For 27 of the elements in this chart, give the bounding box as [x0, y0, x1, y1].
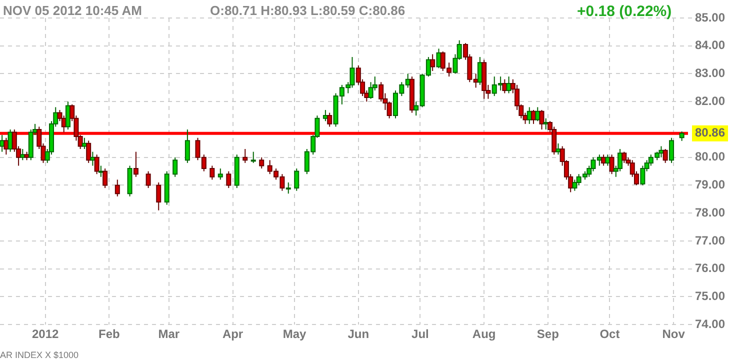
chart-title: NOV 05 2012 10:45 AM	[3, 3, 142, 18]
y-tick-label: 75.00	[695, 289, 726, 304]
y-tick-label: 80.00	[695, 150, 726, 164]
x-tick-label: Jul	[412, 327, 429, 342]
x-tick-label: Mar	[158, 327, 180, 342]
y-tick-label: 76.00	[695, 261, 726, 276]
y-tick-label: 74.00	[695, 316, 726, 331]
y-tick-label: 85.00	[695, 10, 726, 24]
annotation: O:80.71 H:80.93 L:80.59 C:80.86	[210, 3, 406, 18]
x-tick-label: May	[282, 327, 307, 342]
y-tick-label: 84.00	[695, 38, 726, 52]
y-tick-label: 82.00	[695, 94, 726, 108]
x-tick-label: Nov	[662, 327, 686, 342]
y-tick-label: 83.00	[695, 66, 726, 80]
ref-line-label: 80.86	[695, 126, 726, 140]
text: AR INDEX X $1000	[0, 350, 79, 360]
x-tick-label: Aug	[472, 327, 496, 342]
x-tick-label: 2012	[32, 327, 59, 342]
y-tick-label: 77.00	[695, 233, 726, 248]
y-tick-label: 78.00	[695, 205, 726, 220]
x-tick-label: Apr	[222, 327, 244, 342]
x-tick-label: Sep	[536, 327, 559, 342]
x-tick-label: Feb	[98, 327, 120, 342]
annotation: +0.18 (0.22%)	[577, 3, 672, 20]
x-tick-label: Jun	[348, 327, 370, 342]
y-tick-label: 79.00	[695, 178, 726, 192]
x-tick-label: Oct	[600, 327, 620, 342]
